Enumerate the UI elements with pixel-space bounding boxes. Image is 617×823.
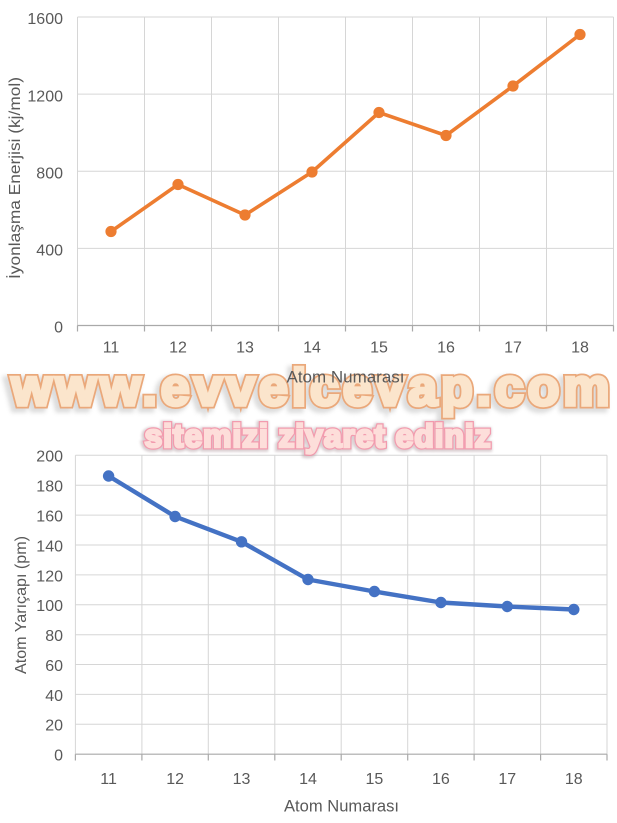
svg-text:14: 14 xyxy=(303,340,321,357)
svg-text:140: 140 xyxy=(36,538,63,555)
svg-text:18: 18 xyxy=(571,340,589,357)
svg-text:15: 15 xyxy=(366,771,384,788)
svg-text:13: 13 xyxy=(236,340,254,357)
svg-text:1200: 1200 xyxy=(27,88,63,105)
svg-text:1600: 1600 xyxy=(27,11,63,28)
svg-text:13: 13 xyxy=(233,771,251,788)
svg-text:sitemizi ziyaret ediniz: sitemizi ziyaret ediniz xyxy=(145,418,491,454)
svg-text:200: 200 xyxy=(36,449,63,466)
svg-text:80: 80 xyxy=(45,628,63,645)
svg-text:100: 100 xyxy=(36,598,63,615)
svg-text:sitemizi ziyaret ediniz: sitemizi ziyaret ediniz xyxy=(144,419,490,455)
svg-text:sitemizi ziyaret ediniz: sitemizi ziyaret ediniz xyxy=(145,418,491,454)
svg-text:160: 160 xyxy=(36,509,63,526)
svg-text:0: 0 xyxy=(54,320,63,337)
svg-text:0: 0 xyxy=(54,748,63,765)
svg-text:20: 20 xyxy=(45,718,63,735)
svg-text:400: 400 xyxy=(36,243,63,260)
svg-text:İyonlaşma Enerjisi (kj/mol): İyonlaşma Enerjisi (kj/mol) xyxy=(5,77,24,279)
svg-text:www.evvelcevap.com: www.evvelcevap.com xyxy=(11,359,610,417)
svg-text:180: 180 xyxy=(36,479,63,496)
svg-text:www.evvelcevap.com: www.evvelcevap.com xyxy=(11,359,610,417)
svg-text:16: 16 xyxy=(437,340,455,357)
svg-text:17: 17 xyxy=(504,340,522,357)
svg-text:120: 120 xyxy=(36,568,63,585)
svg-text:16: 16 xyxy=(432,771,450,788)
svg-text:40: 40 xyxy=(45,688,63,705)
svg-text:Atom Numarası: Atom Numarası xyxy=(284,797,399,816)
svg-text:12: 12 xyxy=(166,771,184,788)
svg-text:11: 11 xyxy=(103,340,120,357)
svg-text:17: 17 xyxy=(498,771,516,788)
svg-text:15: 15 xyxy=(370,340,388,357)
svg-text:18: 18 xyxy=(565,771,583,788)
svg-text:800: 800 xyxy=(36,165,63,182)
svg-text:www.evvelcevap.com: www.evvelcevap.com xyxy=(7,362,606,420)
svg-text:11: 11 xyxy=(100,771,117,788)
svg-text:60: 60 xyxy=(45,658,63,675)
svg-text:12: 12 xyxy=(169,340,187,357)
svg-text:Atom Numarası: Atom Numarası xyxy=(287,368,405,387)
svg-text:Atom Yarıçapı (pm): Atom Yarıçapı (pm) xyxy=(13,536,30,674)
svg-text:14: 14 xyxy=(299,771,317,788)
